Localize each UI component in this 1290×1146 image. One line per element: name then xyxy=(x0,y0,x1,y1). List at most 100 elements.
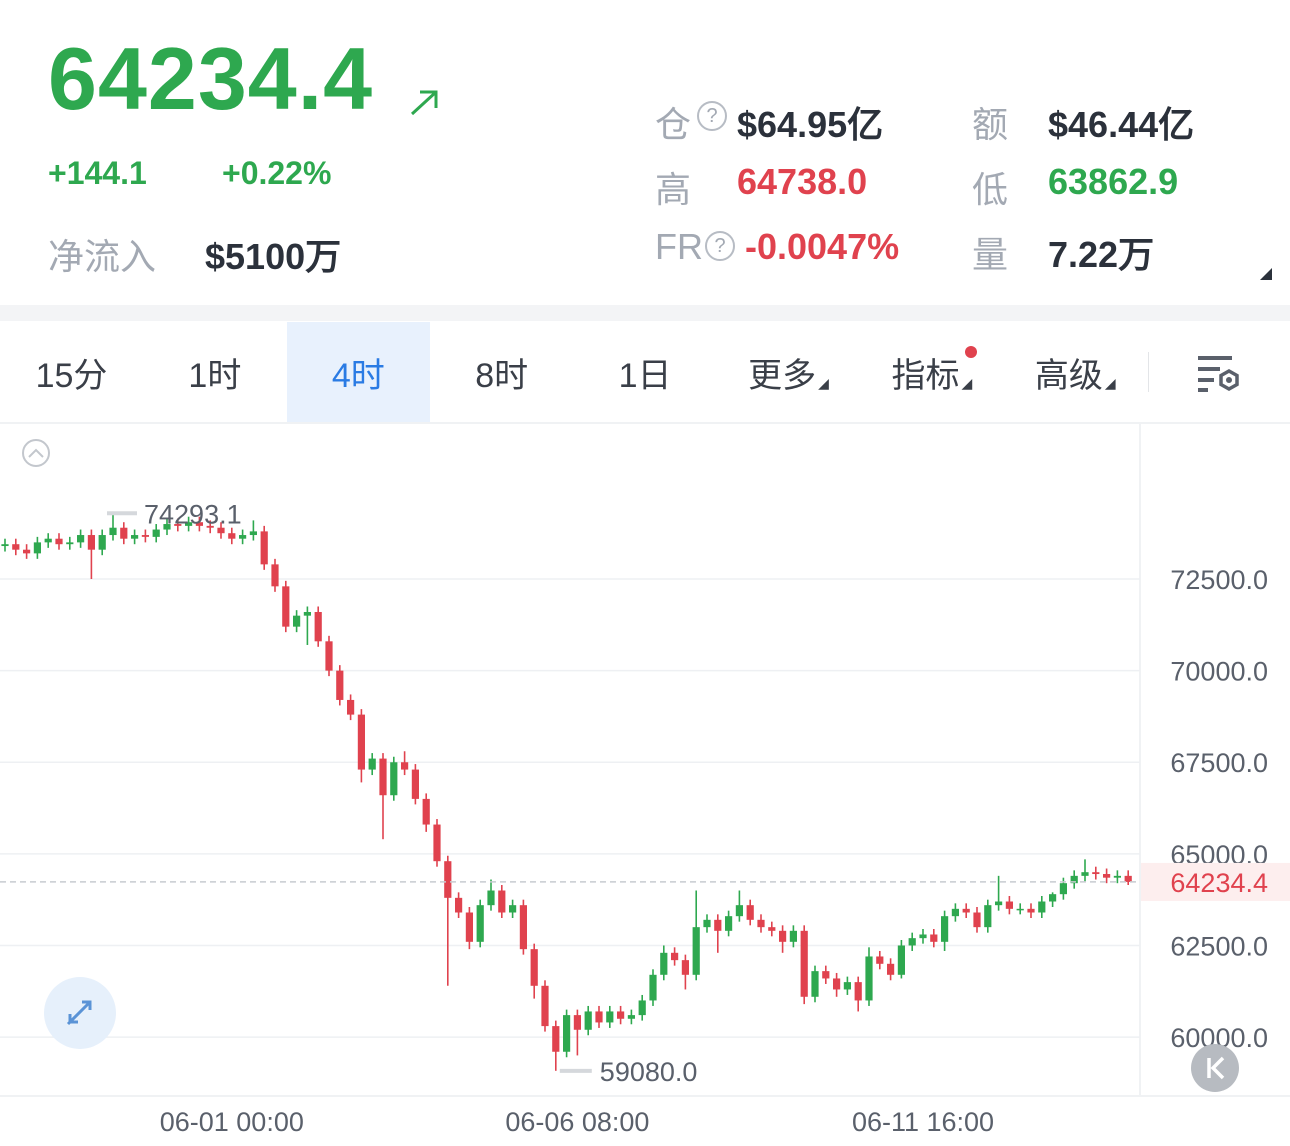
stat-value: $46.44亿 xyxy=(1048,104,1195,145)
tab-label: 1时 xyxy=(188,356,242,395)
candle-body xyxy=(563,1015,571,1052)
candle-body xyxy=(789,930,797,942)
candle-body xyxy=(1092,872,1100,875)
tab-label: 1日 xyxy=(618,356,672,395)
candle-body xyxy=(552,1026,560,1052)
candle-body xyxy=(908,938,916,946)
y-tick-label: 67500.0 xyxy=(1170,748,1268,778)
candle-body xyxy=(87,535,95,550)
candle-body xyxy=(919,934,927,939)
y-tick-label: 62500.0 xyxy=(1170,931,1268,961)
min-label: 59080.0 xyxy=(600,1057,698,1087)
candle-body xyxy=(1081,872,1089,876)
candle-body xyxy=(725,916,733,931)
net-inflow-value: $5100万 xyxy=(205,236,342,277)
candle-body xyxy=(379,758,387,796)
dropdown-icon: ◢ xyxy=(961,374,973,391)
help-icon[interactable]: ? xyxy=(705,231,735,261)
candle-body xyxy=(735,905,743,917)
candle-body xyxy=(228,533,236,539)
candle-body xyxy=(887,963,895,975)
stat-value: 63862.9 xyxy=(1048,161,1179,202)
timeframe-tab[interactable]: 高级 ◢ xyxy=(1004,322,1147,422)
candle-body xyxy=(1103,874,1111,878)
candle-body xyxy=(606,1011,614,1023)
candle-body xyxy=(876,956,884,964)
tab-label: 高级 xyxy=(1034,356,1103,395)
stat-label: 额 xyxy=(972,104,1009,145)
settings-icon[interactable] xyxy=(1196,354,1242,394)
candle-body xyxy=(681,960,689,975)
x-tick-label: 06-11 16:00 xyxy=(852,1107,994,1137)
candle-body xyxy=(768,927,776,931)
candle-body xyxy=(1038,901,1046,913)
collapse-button[interactable] xyxy=(22,439,50,467)
stat-label: 仓 xyxy=(655,104,692,145)
max-label: 74293.1 xyxy=(144,499,242,529)
timeframe-tab[interactable]: 8时 xyxy=(430,322,573,422)
timeframe-tab[interactable]: 4时 xyxy=(286,322,430,422)
candle-body xyxy=(498,890,506,913)
change: +144.1 xyxy=(48,155,147,191)
candle-body xyxy=(455,897,463,913)
candle-body xyxy=(282,586,290,627)
candle-body xyxy=(1113,875,1121,878)
candle-body xyxy=(962,908,970,913)
candle-body xyxy=(23,549,31,554)
candle-body xyxy=(120,527,128,539)
stat-value: 7.22万 xyxy=(1048,234,1155,275)
candle-body xyxy=(185,522,193,526)
candle-body xyxy=(12,544,20,550)
candle-body xyxy=(336,670,344,700)
x-tick-label: 06-06 08:00 xyxy=(505,1107,649,1137)
candle-body xyxy=(509,905,517,913)
candle-body xyxy=(865,956,873,1001)
candle-body xyxy=(779,930,787,942)
candle-body xyxy=(519,905,527,950)
x-tick-label: 06-01 00:00 xyxy=(160,1107,304,1137)
timeframe-tab[interactable]: 15分 xyxy=(0,322,143,422)
stat-label: FR xyxy=(655,226,703,267)
candle-body xyxy=(444,861,452,898)
candle-body xyxy=(692,927,700,975)
last-price-label: 64234.4 xyxy=(1170,868,1268,898)
candle-body xyxy=(1049,894,1057,902)
candle-body xyxy=(293,615,301,627)
candle-body xyxy=(617,1011,625,1019)
candle-body xyxy=(811,971,819,997)
candle-body xyxy=(368,758,376,770)
candle-body xyxy=(627,1015,635,1019)
candle-body xyxy=(314,611,322,642)
candle-body xyxy=(152,529,160,537)
candle-body xyxy=(303,611,311,616)
candle-body xyxy=(239,535,247,539)
dropdown-icon: ◢ xyxy=(1104,374,1116,391)
candle-body xyxy=(1016,908,1024,911)
candle-body xyxy=(649,974,657,1001)
candle-body xyxy=(541,985,549,1027)
candle-body xyxy=(401,762,409,770)
timeframe-tab[interactable]: 1时 xyxy=(143,322,286,422)
candle-body xyxy=(347,699,355,715)
stat-value: -0.0047% xyxy=(745,226,900,267)
candle-body xyxy=(109,527,117,536)
candle-body xyxy=(249,531,257,536)
candle-body xyxy=(671,952,679,961)
timeframe-tab[interactable]: 1日 xyxy=(574,322,717,422)
candle-body xyxy=(530,949,538,986)
stat-value: $64.95亿 xyxy=(737,104,884,145)
candle-body xyxy=(476,905,484,942)
stat-label: 高 xyxy=(655,169,692,210)
expand-corner[interactable] xyxy=(1258,266,1274,282)
candle-body xyxy=(584,1011,592,1030)
tab-label: 指标 xyxy=(891,356,960,395)
timeframe-tab[interactable]: 指标 ◢ xyxy=(860,322,1003,422)
last-price-tag xyxy=(1141,862,1290,901)
candle-body xyxy=(465,912,473,942)
help-icon[interactable]: ? xyxy=(697,101,727,131)
timeframe-tab[interactable]: 更多 ◢ xyxy=(717,322,860,422)
candle-body xyxy=(217,527,225,534)
change-pct: +0.22% xyxy=(222,155,332,191)
tab-label: 4时 xyxy=(331,356,385,395)
candle-body xyxy=(573,1015,581,1030)
